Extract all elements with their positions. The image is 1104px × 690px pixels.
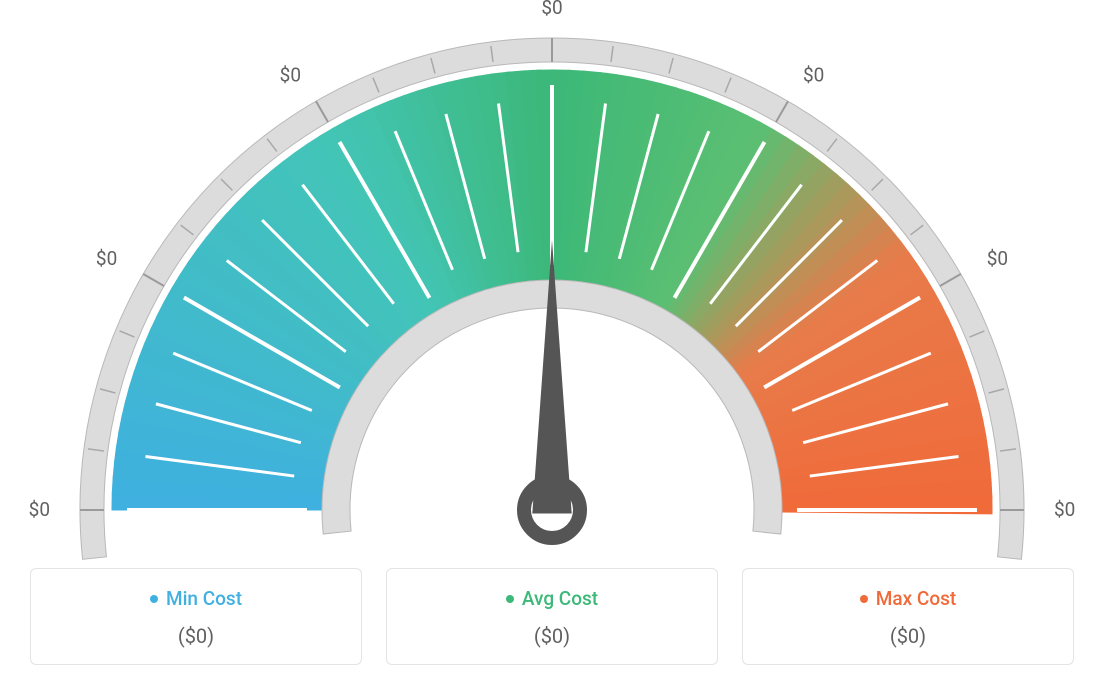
legend-dot-icon [860,595,868,603]
legend-label: Avg Cost [522,587,598,610]
legend-dot-icon [506,595,514,603]
legend-value: ($0) [753,624,1063,648]
gauge-tick-label: $0 [29,498,50,521]
legend-title: Max Cost [860,587,956,610]
legend-title: Min Cost [150,587,242,610]
legend-title: Avg Cost [506,587,598,610]
gauge-tick-label: $0 [96,247,117,270]
legend-box: Min Cost ($0) [30,568,362,665]
legend-box: Max Cost ($0) [742,568,1074,665]
legend-row: Min Cost ($0) Avg Cost ($0) Max Cost ($0) [0,568,1104,665]
legend-label: Min Cost [166,587,242,610]
gauge-tick-label: $0 [541,0,562,19]
gauge-svg: $0 $0 $0 $0 $0 $0 $0 [0,0,1104,560]
legend-value: ($0) [397,624,707,648]
gauge-tick-label: $0 [987,247,1008,270]
legend-label: Max Cost [876,587,956,610]
legend-value: ($0) [41,624,351,648]
legend-box: Avg Cost ($0) [386,568,718,665]
gauge-tick-label: $0 [803,63,824,86]
gauge-tick-label: $0 [280,63,301,86]
gauge-chart: $0 $0 $0 $0 $0 $0 $0 [0,0,1104,560]
gauge-tick-label: $0 [1054,498,1075,521]
legend-dot-icon [150,595,158,603]
